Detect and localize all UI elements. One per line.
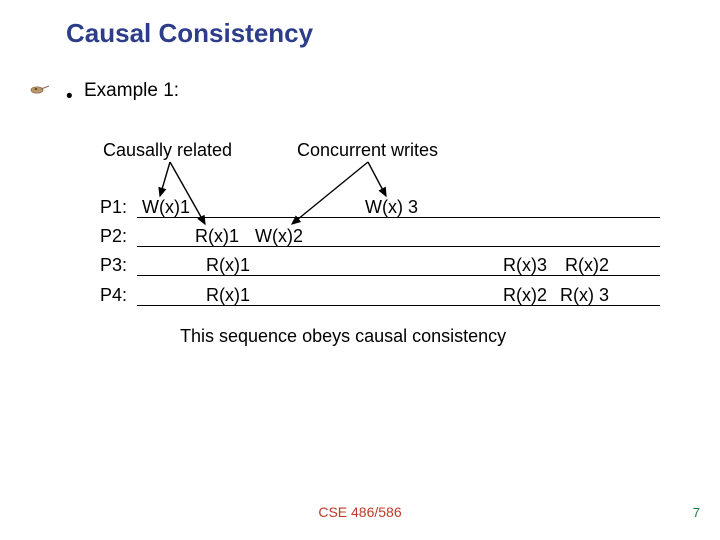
page-number: 7 [693,505,700,520]
caption: This sequence obeys causal consistency [180,326,506,347]
p1-op-wx1: W(x)1 [142,197,190,218]
footer-course: CSE 486/586 [0,504,720,520]
p3-op-rx1: R(x)1 [206,255,250,276]
p4-op-rx2: R(x)2 [503,285,547,306]
bullet-marker: • [66,86,73,108]
proc-p3-label: P3: [100,255,127,276]
p2-op-rx1: R(x)1 [195,226,239,247]
proc-p4-label: P4: [100,285,127,306]
p3-op-rx3: R(x)3 [503,255,547,276]
proc-p2-label: P2: [100,226,127,247]
proc-p1-label: P1: [100,197,127,218]
bullet-text: Example 1: [84,80,179,102]
slide-title: Causal Consistency [66,18,313,49]
label-concurrent-writes: Concurrent writes [297,140,438,161]
bullet-decoration-icon [30,83,50,97]
p2-timeline [137,246,660,247]
p3-op-rx2: R(x)2 [565,255,609,276]
label-causally-related: Causally related [103,140,232,161]
p4-op-rx1: R(x)1 [206,285,250,306]
p2-op-wx2: W(x)2 [255,226,303,247]
p4-timeline [137,305,660,306]
p4-op-rx3: R(x) 3 [560,285,609,306]
p3-timeline [137,275,660,276]
slide: Causal Consistency • Example 1: Causally… [0,0,720,540]
p1-op-wx3: W(x) 3 [365,197,418,218]
p1-timeline [137,217,660,218]
